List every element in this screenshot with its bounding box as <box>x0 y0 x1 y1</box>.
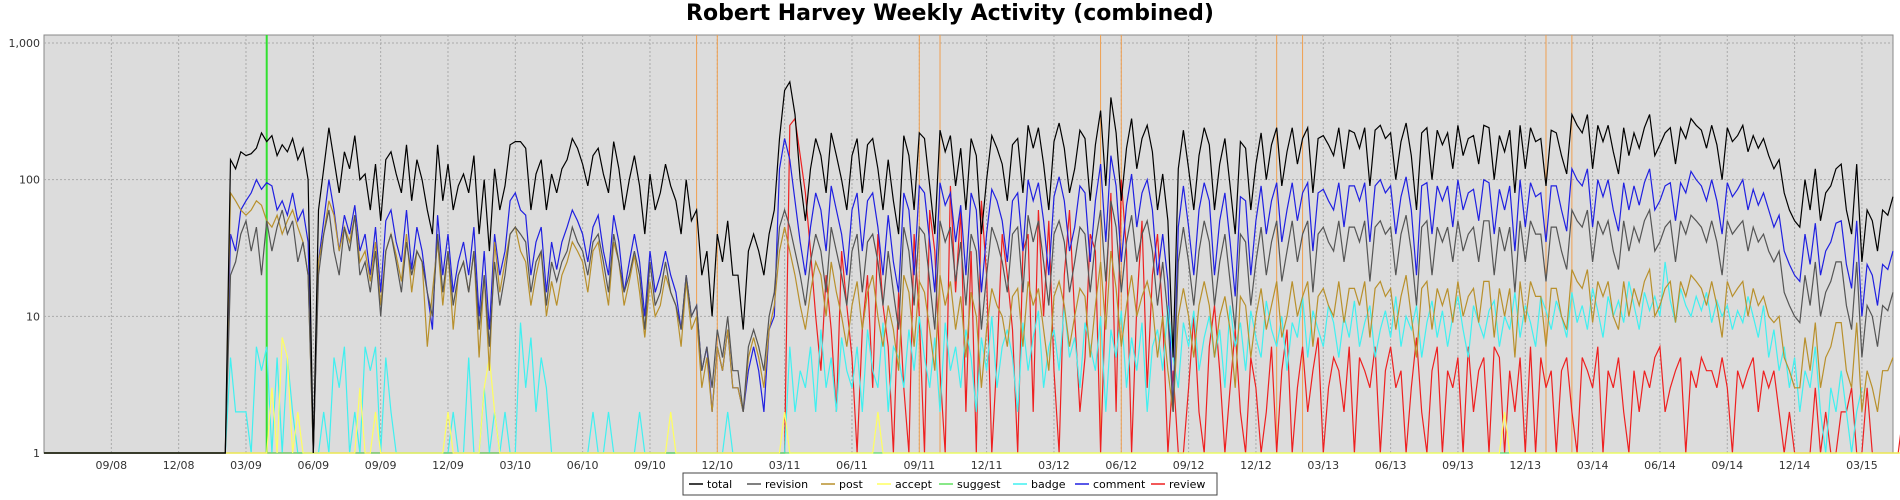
x-tick-label: 03/10 <box>499 459 531 472</box>
x-tick-label: 06/10 <box>567 459 599 472</box>
legend-label-comment: comment <box>1093 478 1146 491</box>
legend-label-post: post <box>839 478 863 491</box>
y-tick-label: 1,000 <box>9 37 41 50</box>
y-tick-label: 100 <box>19 174 40 187</box>
x-tick-label: 09/08 <box>95 459 127 472</box>
series-line-accept <box>44 337 1900 454</box>
x-tick-label: 03/11 <box>769 459 801 472</box>
x-tick-label: 03/13 <box>1307 459 1339 472</box>
x-tick-label: 03/14 <box>1577 459 1609 472</box>
x-tick-label: 09/12 <box>1173 459 1205 472</box>
x-tick-label: 12/10 <box>701 459 733 472</box>
x-tick-label: 09/10 <box>634 459 666 472</box>
x-tick-label: 03/15 <box>1846 459 1878 472</box>
x-tick-label: 12/08 <box>163 459 195 472</box>
x-tick-label: 12/09 <box>432 459 464 472</box>
legend-label-review: review <box>1169 478 1205 491</box>
legend-label-suggest: suggest <box>957 478 1001 491</box>
series-line-revision <box>44 200 1894 454</box>
x-tick-label: 12/12 <box>1240 459 1272 472</box>
legend-label-badge: badge <box>1031 478 1066 491</box>
x-tick-label: 12/14 <box>1779 459 1811 472</box>
legend-label-total: total <box>707 478 732 491</box>
x-tick-label: 06/09 <box>297 459 329 472</box>
y-tick-label: 1 <box>33 447 40 460</box>
x-tick-label: 09/09 <box>365 459 397 472</box>
legend-label-accept: accept <box>895 478 933 491</box>
x-tick-label: 03/09 <box>230 459 262 472</box>
series-line-post <box>44 190 1894 454</box>
x-tick-label: 06/14 <box>1644 459 1676 472</box>
series-line-badge <box>44 261 1863 454</box>
plot-area <box>43 34 1894 454</box>
x-tick-label: 06/12 <box>1105 459 1137 472</box>
x-tick-label: 12/11 <box>971 459 1003 472</box>
chart-title: Robert Harvey Weekly Activity (combined) <box>686 1 1214 26</box>
y-tick-label: 10 <box>26 310 40 323</box>
x-tick-label: 09/14 <box>1711 459 1743 472</box>
x-tick-label: 09/11 <box>903 459 935 472</box>
series-line-total <box>44 80 1894 454</box>
legend-label-revision: revision <box>765 478 808 491</box>
x-tick-label: 12/13 <box>1509 459 1541 472</box>
x-tick-label: 06/13 <box>1375 459 1407 472</box>
series-line-comment <box>44 138 1894 454</box>
x-tick-label: 09/13 <box>1442 459 1474 472</box>
x-tick-label: 06/11 <box>836 459 868 472</box>
x-tick-label: 03/12 <box>1038 459 1070 472</box>
